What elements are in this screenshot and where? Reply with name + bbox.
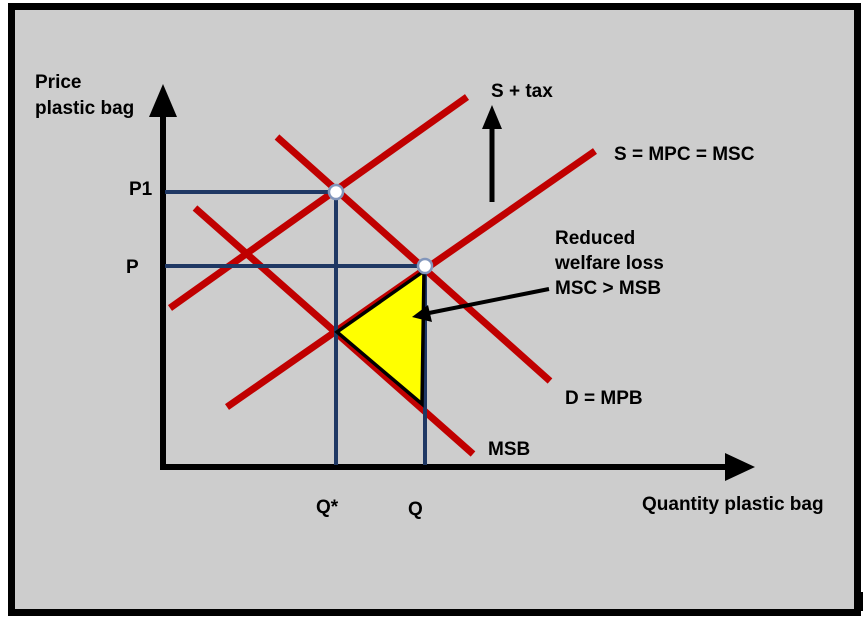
demand-mpb-label: D = MPB xyxy=(565,388,643,409)
y-axis-arrowhead xyxy=(149,84,177,117)
demand-mpb-curve xyxy=(274,134,553,384)
annotation-line3: MSC > MSB xyxy=(555,278,662,299)
price-p-label: P xyxy=(126,257,139,278)
tax-shift-arrow-head xyxy=(482,105,502,129)
welfare-loss-annotation: Reduced welfare loss MSC > MSB xyxy=(555,226,664,301)
price-p1-label: P1 xyxy=(129,179,153,200)
annotation-arrow-shaft xyxy=(428,287,550,315)
annotation-line1: Reduced xyxy=(555,228,636,249)
supply-plus-tax-curve xyxy=(167,94,470,311)
supply-mpc-msc-label: S = MPC = MSC xyxy=(614,144,755,165)
diagram-frame xyxy=(8,3,861,616)
y-axis-label-line2: plastic bag xyxy=(35,98,135,119)
y-axis-label: Price plastic bag xyxy=(35,70,134,122)
annotation-line2: welfare loss xyxy=(555,253,664,274)
y-axis-label-line1: Price xyxy=(35,72,82,93)
text-cursor-artifact xyxy=(861,592,863,611)
annotation-arrow-head xyxy=(412,305,432,322)
quantity-q-label: Q xyxy=(408,499,423,520)
x-axis-label: Quantity plastic bag xyxy=(642,494,824,515)
intersection-marker-p xyxy=(416,257,434,275)
msb-label: MSB xyxy=(488,439,531,460)
quantity-q-star-label: Q* xyxy=(316,497,339,518)
welfare-loss-triangle xyxy=(334,267,426,408)
intersection-marker-p1 xyxy=(327,183,345,201)
supply-plus-tax-label: S + tax xyxy=(491,81,553,102)
x-axis-arrowhead xyxy=(725,453,755,481)
